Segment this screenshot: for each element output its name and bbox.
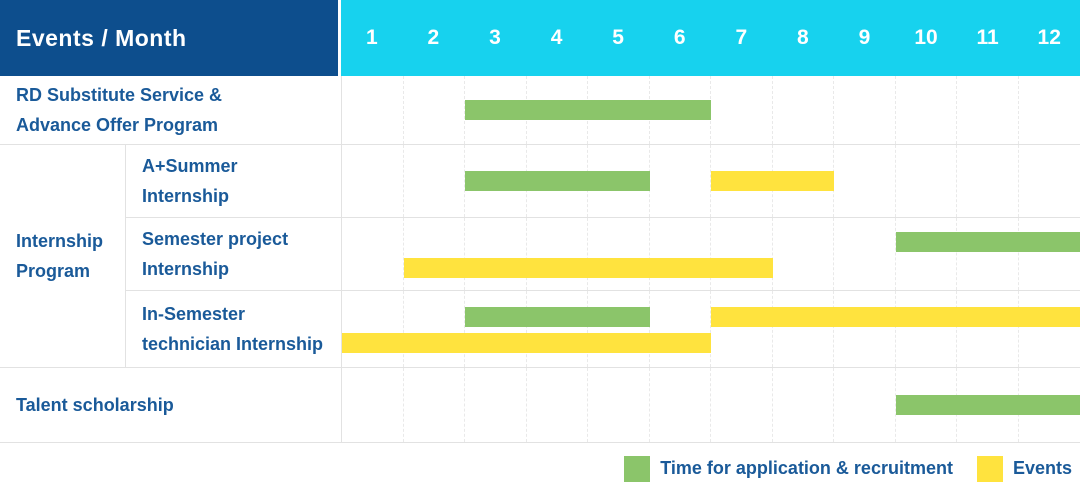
month-column (834, 368, 896, 442)
month-column (527, 218, 588, 290)
month-column (650, 368, 711, 442)
month-column (711, 76, 773, 144)
month-label: 8 (797, 26, 809, 49)
month-column (588, 368, 650, 442)
event-bar (403, 257, 773, 278)
month-column (834, 76, 896, 144)
month-label: 6 (673, 26, 686, 49)
legend-label: Time for application & recruitment (660, 458, 953, 478)
application-bar (895, 395, 1080, 415)
row-timeline (341, 291, 1080, 368)
month-column (465, 291, 527, 367)
row-timeline (341, 76, 1080, 145)
event-bar (342, 333, 711, 354)
legend-item: Events (976, 455, 1072, 482)
event-color-swatch (976, 455, 1003, 482)
legend: Time for application & recruitment Events (0, 443, 1080, 494)
month-label: 9 (858, 26, 871, 49)
month-column (342, 218, 404, 290)
month-label: 10 (914, 26, 938, 49)
month-column (957, 76, 1019, 144)
application-bar (895, 232, 1080, 253)
month-column (465, 218, 527, 290)
row-label: Talent scholarship (0, 368, 341, 443)
month-label: 11 (976, 26, 999, 49)
month-column (896, 76, 957, 144)
month-column (834, 291, 896, 367)
month-column (957, 291, 1019, 367)
month-column (834, 145, 896, 217)
month-column (588, 291, 650, 367)
month-column (1019, 291, 1080, 367)
month-label: 1 (365, 26, 378, 49)
row-timeline (341, 145, 1080, 218)
group-label-internship-program: Internship Program (0, 145, 125, 368)
month-column (342, 145, 404, 217)
month-gridlines (342, 218, 1080, 290)
month-column (650, 291, 711, 367)
month-label: 3 (489, 26, 501, 49)
month-column (527, 291, 588, 367)
month-column (834, 218, 896, 290)
month-column (711, 218, 773, 290)
month-column (896, 218, 957, 290)
month-label: 7 (735, 26, 748, 49)
month-column (404, 218, 465, 290)
month-column (465, 368, 527, 442)
month-column (773, 291, 834, 367)
month-column (342, 291, 404, 367)
month-column (342, 368, 404, 442)
month-column (588, 218, 650, 290)
event-bar (711, 171, 834, 191)
month-column (404, 368, 465, 442)
month-column (404, 76, 465, 144)
schedule-table: Events / Month 1 2 3 4 5 6 7 8 9 10 11 12 Internshi… (0, 0, 1080, 443)
month-column (1019, 218, 1080, 290)
table-header-title: Events / Month (0, 0, 341, 76)
month-column (1019, 76, 1080, 144)
month-column (896, 145, 957, 217)
month-column (650, 218, 711, 290)
application-bar (465, 100, 711, 120)
month-header-row: 1 2 3 4 5 6 7 8 9 10 11 12 (341, 0, 1080, 76)
month-column (342, 76, 404, 144)
event-bar (711, 306, 1080, 327)
application-bar (465, 171, 650, 191)
month-gridlines (342, 76, 1080, 144)
month-column (957, 145, 1019, 217)
legend-item: Time for application & recruitment (624, 455, 953, 482)
month-label: 12 (1037, 26, 1061, 49)
month-column (711, 368, 773, 442)
month-column (1019, 145, 1080, 217)
month-label: 5 (612, 26, 624, 49)
month-column (957, 218, 1019, 290)
application-color-swatch (624, 455, 651, 482)
application-bar (465, 306, 650, 327)
month-column (711, 291, 773, 367)
month-column (773, 76, 834, 144)
month-gridlines (342, 291, 1080, 367)
month-column (404, 291, 465, 367)
month-column (404, 145, 465, 217)
row-timeline (341, 368, 1080, 443)
row-label: RD Substitute Service & Advance Offer Pr… (0, 76, 341, 145)
legend-label: Events (1012, 458, 1072, 478)
row-timeline (341, 218, 1080, 291)
month-column (773, 368, 834, 442)
row-label: Semester project Internship (125, 218, 341, 291)
month-label: 2 (427, 26, 440, 49)
row-label: A+Summer Internship (125, 145, 341, 218)
month-label: 4 (550, 26, 563, 49)
month-column (650, 145, 711, 217)
month-column (527, 368, 588, 442)
month-column (773, 218, 834, 290)
row-label: In-Semester technician Internship (125, 291, 341, 368)
month-column (896, 291, 957, 367)
